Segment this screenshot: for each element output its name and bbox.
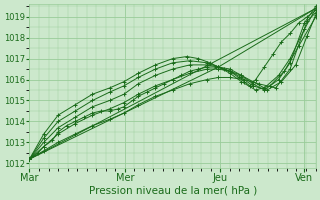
X-axis label: Pression niveau de la mer( hPa ): Pression niveau de la mer( hPa ) bbox=[89, 186, 257, 196]
